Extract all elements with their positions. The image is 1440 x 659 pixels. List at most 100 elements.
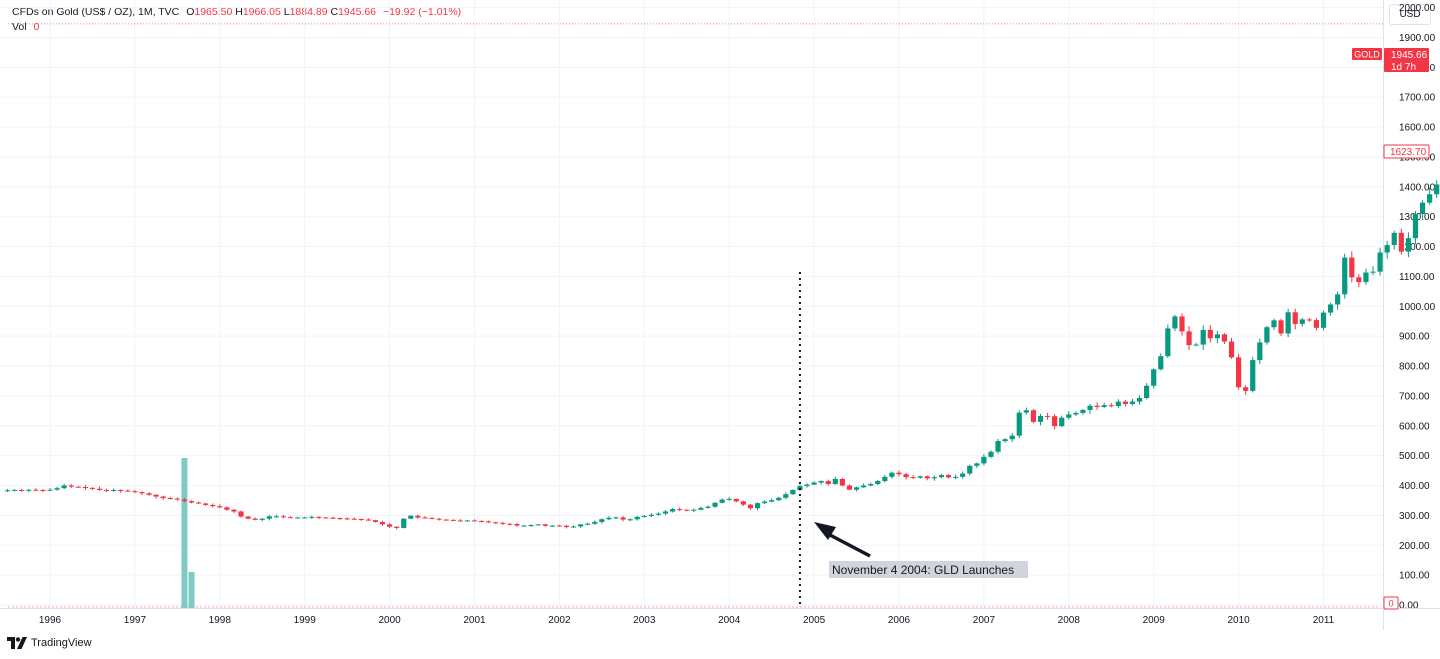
y-tick-label: 500.00	[1399, 451, 1430, 462]
x-tick-label: 1999	[294, 615, 317, 626]
tradingview-footer[interactable]: TradingView	[7, 637, 92, 649]
candle-body	[1094, 405, 1100, 407]
candle-body	[238, 511, 244, 517]
candle-body	[1363, 272, 1369, 283]
candle-body	[330, 517, 336, 519]
candle-body	[40, 490, 46, 492]
candle-body	[754, 503, 761, 509]
candle-body	[705, 506, 711, 508]
candle-body	[1384, 245, 1390, 253]
candle-body	[111, 490, 117, 492]
candle-body	[875, 481, 881, 485]
candle-body	[132, 491, 138, 493]
chart-legend: CFDs on Gold (US$ / OZ), 1M, TVC O1965.5…	[12, 5, 461, 35]
candle-body	[4, 490, 11, 492]
high-label: H	[235, 6, 243, 18]
candle-body	[280, 516, 287, 518]
y-tick-label: 400.00	[1399, 481, 1430, 492]
candle-body	[917, 476, 923, 478]
y-tick-label: 900.00	[1399, 332, 1430, 343]
candle-body	[323, 517, 329, 519]
currency-button[interactable]: USD	[1389, 4, 1431, 25]
candle-body	[677, 509, 683, 511]
tradingview-brand: TradingView	[31, 637, 92, 649]
candle-body	[839, 478, 845, 486]
candle-body	[1327, 304, 1334, 313]
candle-body	[1037, 415, 1044, 422]
candle-body	[1052, 416, 1058, 427]
symbol-tag: GOLD	[1354, 50, 1380, 60]
symbol-tag-bg	[1352, 48, 1382, 60]
x-tick-label: 2008	[1058, 615, 1081, 626]
candle-body	[606, 517, 612, 520]
ohlc-row: CFDs on Gold (US$ / OZ), 1M, TVC O1965.5…	[12, 5, 461, 20]
candle-body	[712, 502, 718, 507]
candle-body	[811, 482, 817, 485]
candle-body	[698, 507, 704, 510]
volume-label: Vol	[12, 21, 27, 33]
candle-body	[47, 489, 53, 491]
candle-body	[89, 487, 96, 489]
y-tick-label: 1900.00	[1399, 33, 1436, 44]
candle-body	[358, 518, 364, 520]
tradingview-logo-icon	[7, 637, 27, 649]
candle-body	[125, 490, 131, 492]
candle-body	[1172, 316, 1178, 329]
candle-body	[903, 474, 909, 478]
candle-body	[995, 441, 1001, 452]
candle-body	[818, 481, 824, 483]
change-value: −19.92 (−1.01%)	[382, 6, 462, 18]
candle-body	[613, 517, 619, 519]
candle-body	[747, 504, 754, 509]
candle-body	[570, 526, 577, 528]
y-tick-label: 600.00	[1399, 421, 1430, 432]
candle-body	[896, 472, 902, 475]
candle-body	[351, 518, 357, 520]
candle-body	[1179, 316, 1185, 332]
x-tick-label: 2001	[463, 615, 486, 626]
candle-body	[535, 524, 541, 526]
candle-body	[1342, 257, 1348, 295]
candle-body	[924, 476, 930, 479]
close-value: 1945.66	[338, 6, 377, 18]
y-tick-label: 0.00	[1399, 601, 1419, 612]
candle-body	[408, 515, 414, 519]
candle-body	[1016, 412, 1022, 436]
candle-body	[1129, 401, 1136, 404]
candle-body	[1101, 405, 1107, 407]
candle-body	[1356, 277, 1362, 283]
candle-body	[1419, 202, 1426, 215]
candle-body	[12, 490, 18, 492]
candle-body	[641, 515, 647, 517]
candle-body	[1292, 312, 1298, 324]
candle-body	[96, 488, 103, 491]
candle-body	[761, 501, 768, 504]
candle-body	[627, 519, 633, 521]
candle-body	[1271, 320, 1277, 328]
annotation-arrow-head	[814, 522, 836, 540]
candle-body	[457, 520, 463, 522]
candle-body	[776, 497, 782, 501]
candle-body	[967, 465, 973, 474]
candle-body	[394, 526, 400, 528]
candle-body	[118, 490, 124, 492]
candle-body	[245, 516, 251, 519]
volume-bar	[181, 458, 188, 608]
last-price-tag-bg	[1383, 144, 1430, 159]
candle-body	[1108, 405, 1114, 407]
candle-body	[889, 472, 895, 477]
y-tick-label: 1700.00	[1399, 93, 1436, 104]
x-tick-label: 1998	[209, 615, 232, 626]
candle-body	[1193, 344, 1199, 346]
volume-axis-tag: 0	[1388, 599, 1393, 610]
candle-body	[599, 519, 605, 522]
candle-body	[1434, 184, 1440, 195]
candle-body	[365, 519, 371, 521]
candle-body	[825, 481, 831, 485]
candle-body	[387, 524, 393, 527]
candle-body	[203, 503, 209, 505]
candle-body	[521, 525, 527, 527]
candle-body	[1158, 356, 1164, 370]
candle-body	[1236, 357, 1242, 388]
